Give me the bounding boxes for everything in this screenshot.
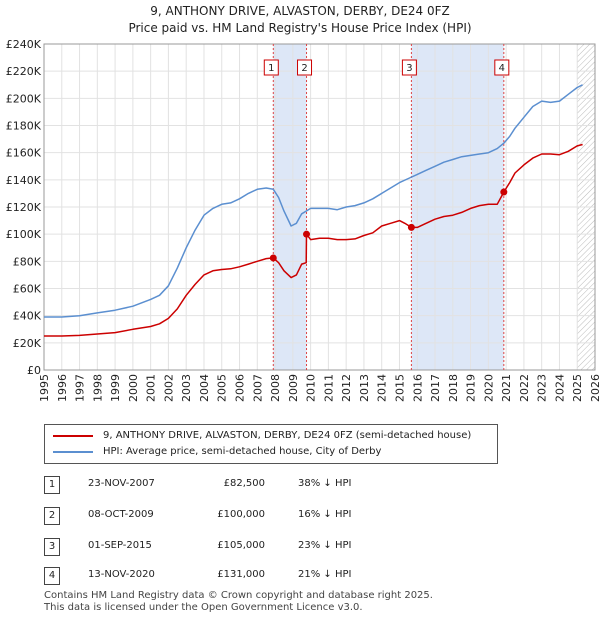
x-tick-label: 2013 [358,374,371,402]
y-tick-label: £60K [13,283,42,296]
x-tick-label: 2003 [180,374,193,402]
footer-license: This data is licensed under the Open Gov… [44,602,363,613]
x-tick-label: 2012 [340,374,353,402]
x-tick-label: 2017 [429,374,442,402]
x-tick-label: 2022 [518,374,531,402]
y-tick-label: £220K [6,65,42,78]
y-tick-label: £0 [27,364,41,377]
row-date: 13-NOV-2020 [88,569,155,580]
x-tick-label: 2010 [305,374,318,402]
plot-border [43,43,596,371]
transaction-point [407,223,415,231]
transaction-label: 4 [499,63,505,74]
row-hpi: 16% ↓ HPI [298,509,352,520]
legend-item-hpi: HPI: Average price, semi-detached house,… [53,446,381,457]
x-tick-label: 2023 [536,374,549,402]
row-price: £100,000 [217,509,265,520]
x-tick-label: 2026 [589,374,600,402]
x-tick-label: 2001 [145,374,158,402]
x-tick-label: 2011 [322,374,335,402]
transaction-label-box [263,59,279,76]
series-line-hpi [44,84,583,318]
x-tick-label: 2020 [482,374,495,402]
table-row: 1 23-NOV-2007 £82,500 38% ↓ HPI [0,476,600,496]
x-tick-label: 2021 [500,374,513,402]
y-tick-label: £240K [6,38,42,51]
transaction-label-box [494,59,510,76]
x-tick-label: 1995 [38,374,51,402]
x-tick-label: 2000 [127,374,140,402]
row-hpi: 38% ↓ HPI [298,478,352,489]
row-price: £131,000 [217,569,265,580]
x-tick-label: 2025 [571,374,584,402]
x-tick-label: 2007 [251,374,264,402]
transaction-point [500,188,508,196]
transaction-label: 1 [268,63,274,74]
table-row: 2 08-OCT-2009 £100,000 16% ↓ HPI [0,507,600,527]
transaction-label-box [401,59,417,76]
transaction-label: 2 [301,63,307,74]
x-tick-label: 2008 [269,374,282,402]
transaction-point [269,254,277,262]
x-tick-label: 2015 [393,374,406,402]
x-tick-label: 2006 [234,374,247,402]
legend-swatch-property [53,434,93,437]
y-tick-label: £180K [6,120,42,133]
y-tick-label: £200K [6,92,42,105]
legend: 9, ANTHONY DRIVE, ALVASTON, DERBY, DE24 … [44,424,498,464]
x-tick-label: 2005 [216,374,229,402]
price-chart: £0 £20K £40K £60K £80K £100K £120K £140K £160K £1… [6,38,600,402]
transaction-label-box [297,59,313,76]
y-tick-label: £20K [13,337,42,350]
x-tick-label: 1999 [109,374,122,402]
row-date: 23-NOV-2007 [88,478,155,489]
row-number-badge: 1 [44,476,60,494]
y-tick-label: £120K [6,201,42,214]
x-tick-label: 2024 [553,374,566,402]
footer-copyright: Contains HM Land Registry data © Crown c… [44,590,433,601]
x-tick-label: 2014 [376,374,389,402]
legend-item-property: 9, ANTHONY DRIVE, ALVASTON, DERBY, DE24 … [53,430,471,441]
x-tick-label: 1998 [91,374,104,402]
x-tick-label: 2002 [162,374,175,402]
row-number-badge: 2 [44,507,60,525]
row-price: £105,000 [217,540,265,551]
x-tick-label: 2016 [411,374,424,402]
chart-subtitle: Price paid vs. HM Land Registry's House … [128,21,472,35]
y-tick-label: £160K [6,147,42,160]
row-number-badge: 3 [44,538,60,556]
transaction-label: 3 [406,63,412,74]
y-tick-label: £100K [6,228,42,241]
legend-swatch-hpi [53,450,93,453]
x-tick-label: 1997 [74,374,87,402]
x-tick-label: 2004 [198,374,211,402]
x-tick-label: 2019 [465,374,478,402]
y-tick-label: £80K [13,255,42,268]
row-hpi: 23% ↓ HPI [298,540,352,551]
row-number-badge: 4 [44,567,60,585]
row-date: 01-SEP-2015 [88,540,152,551]
y-tick-label: £40K [13,310,42,323]
x-tick-label: 1996 [56,374,69,402]
row-hpi: 21% ↓ HPI [298,569,352,580]
legend-label-hpi: HPI: Average price, semi-detached house,… [103,446,382,457]
legend-label-property: 9, ANTHONY DRIVE, ALVASTON, DERBY, DE24 … [103,430,472,441]
x-tick-label: 2009 [287,374,300,402]
row-date: 08-OCT-2009 [88,509,154,520]
y-tick-label: £140K [6,174,42,187]
table-row: 3 01-SEP-2015 £105,000 23% ↓ HPI [0,538,600,558]
table-row: 4 13-NOV-2020 £131,000 21% ↓ HPI [0,567,600,587]
x-tick-label: 2018 [447,374,460,402]
transaction-point [303,230,311,238]
row-price: £82,500 [223,478,265,489]
chart-title: 9, ANTHONY DRIVE, ALVASTON, DERBY, DE24 … [150,4,450,18]
